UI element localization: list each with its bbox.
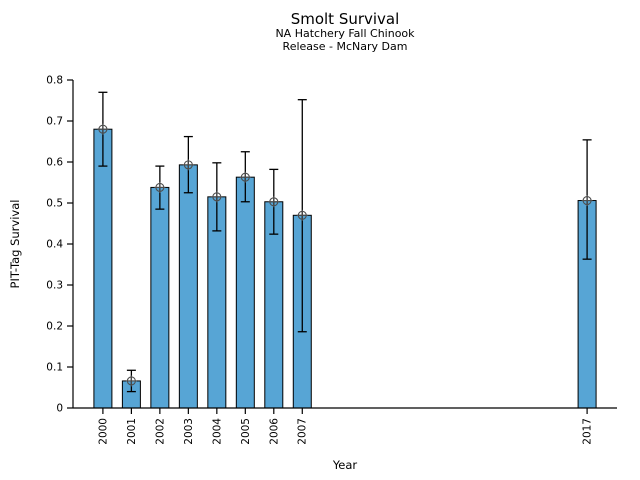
chart-title: Smolt Survival — [290, 10, 400, 28]
x-tick-label: 2002 — [154, 418, 166, 445]
x-tick-label: 2003 — [183, 418, 195, 445]
x-tick-label: 2000 — [97, 418, 109, 445]
y-tick-label: 0.4 — [46, 238, 63, 250]
bar — [235, 176, 255, 409]
y-tick-label: 0.6 — [46, 156, 63, 168]
x-axis-label: Year — [332, 458, 358, 472]
y-tick-label: 0.7 — [46, 115, 63, 127]
bar — [93, 128, 113, 409]
y-axis-label: PIT-Tag Survival — [8, 199, 22, 289]
x-tick-label: 2001 — [126, 418, 138, 445]
y-tick-label: 0.2 — [46, 320, 63, 332]
bar — [178, 164, 198, 409]
x-tick-label: 2006 — [268, 418, 280, 445]
chart-title-block: Smolt Survival NA Hatchery Fall Chinook … — [73, 10, 617, 54]
y-tick-label: 0.3 — [46, 279, 63, 291]
bar — [150, 186, 170, 409]
y-tick-label: 0 — [56, 402, 63, 414]
x-tick-label: 2005 — [240, 418, 252, 445]
chart-subtitle-line1: NA Hatchery Fall Chinook — [275, 27, 415, 41]
chart-subtitle-line2: Release - McNary Dam — [282, 39, 408, 53]
x-tick-label: 2017 — [582, 418, 594, 445]
x-tick-label: 2007 — [297, 418, 309, 445]
x-tick-label: 2004 — [211, 418, 223, 445]
y-tick-label: 0.8 — [46, 74, 63, 86]
y-tick-label: 0.1 — [46, 361, 63, 373]
y-tick-label: 0.5 — [46, 197, 63, 209]
